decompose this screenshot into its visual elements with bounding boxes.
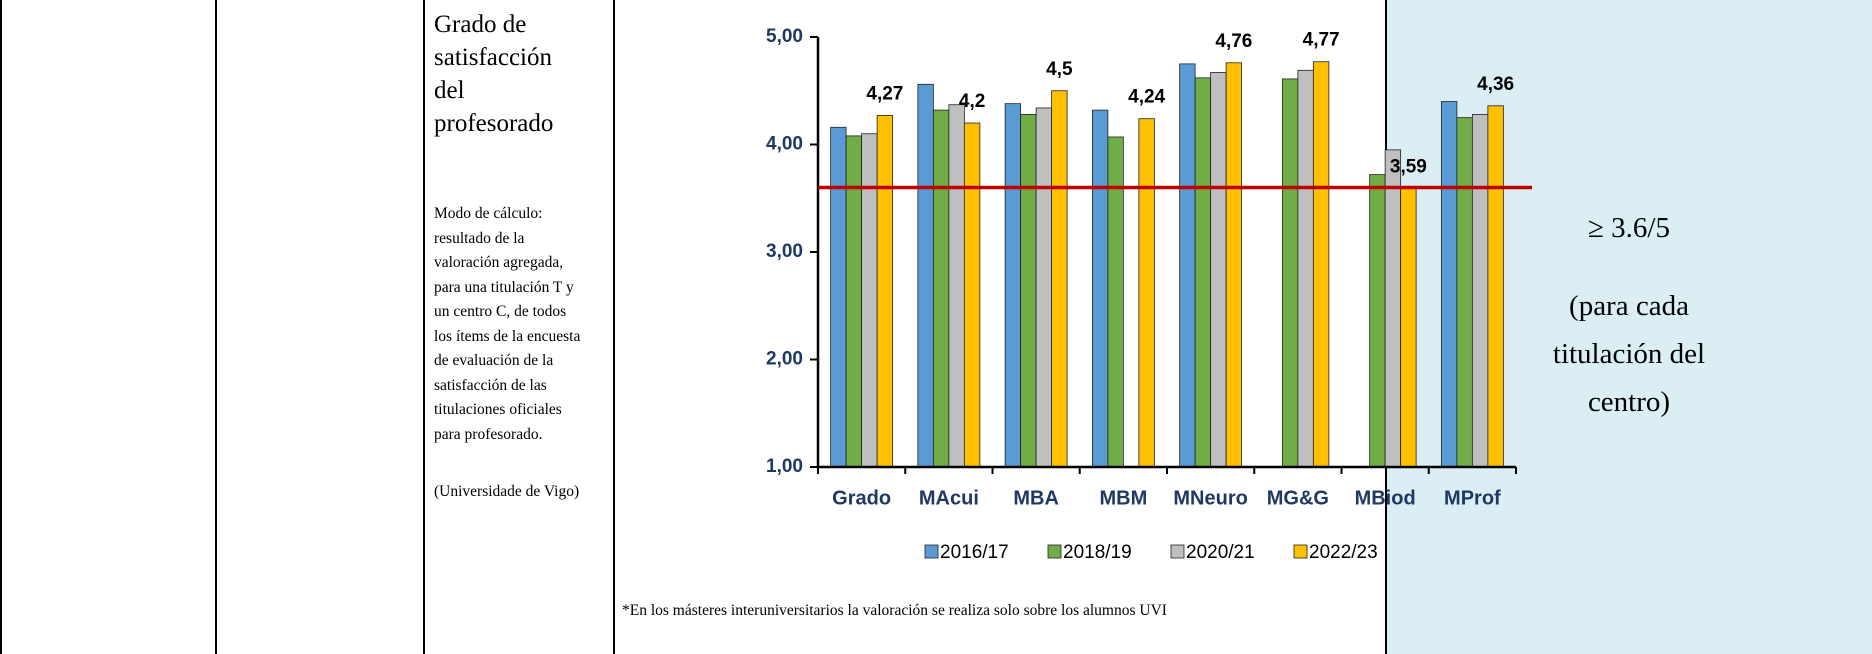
bar <box>949 105 965 467</box>
bar <box>1457 118 1473 467</box>
y-tick-label: 4,00 <box>766 134 803 155</box>
data-label: 4,2 <box>959 91 985 112</box>
bar <box>964 123 980 467</box>
x-tick-label: MAcui <box>919 487 979 509</box>
bar <box>1211 72 1227 467</box>
bar <box>1488 106 1504 467</box>
legend-label: 2020/21 <box>1186 542 1255 563</box>
x-tick-label: MBA <box>1013 487 1059 509</box>
x-tick-label: MG&G <box>1267 487 1329 509</box>
bar <box>1298 70 1314 467</box>
data-label: 3,59 <box>1390 157 1427 178</box>
bar <box>1401 189 1417 467</box>
bar <box>1441 102 1457 468</box>
bar <box>1226 63 1242 467</box>
bar <box>1036 108 1052 467</box>
y-tick-label: 5,00 <box>766 26 803 47</box>
legend-label: 2022/23 <box>1309 542 1378 563</box>
bar <box>1052 91 1068 467</box>
x-tick-label: Grado <box>832 487 891 509</box>
legend-swatch <box>925 545 938 558</box>
chart: 1,00 2,00 3,00 4,00 5,00 Grado 4,27 MAcui 4,2 MBA… <box>0 0 1872 654</box>
bar <box>1005 104 1021 467</box>
x-tick-label: MProf <box>1444 487 1501 509</box>
data-label: 4,5 <box>1046 59 1073 80</box>
bar <box>918 84 934 467</box>
data-label: 4,24 <box>1128 87 1165 108</box>
page: ≥ 3.6/5 (para cada titulación del centro… <box>0 0 1872 654</box>
bar <box>1139 119 1155 467</box>
bar <box>1472 114 1488 467</box>
bar <box>831 127 847 467</box>
bar <box>877 115 893 467</box>
legend-swatch <box>1294 545 1307 558</box>
legend-swatch <box>1171 545 1184 558</box>
legend-label: 2016/17 <box>940 542 1009 563</box>
bar <box>1282 79 1298 467</box>
y-tick-label: 3,00 <box>766 241 803 262</box>
data-label: 4,76 <box>1215 31 1252 52</box>
legend-label: 2018/19 <box>1063 542 1132 563</box>
data-label: 4,27 <box>866 83 903 104</box>
x-tick-label: MBM <box>1099 487 1147 509</box>
bar <box>1385 150 1401 467</box>
bar <box>862 134 878 467</box>
x-tick-label: MBiod <box>1355 487 1416 509</box>
bar <box>933 110 949 467</box>
bar <box>1370 175 1386 467</box>
bar <box>1021 114 1037 467</box>
bar <box>1195 78 1211 467</box>
data-label: 4,36 <box>1477 74 1514 95</box>
bar <box>1092 110 1108 467</box>
legend-swatch <box>1048 545 1061 558</box>
x-tick-label: MNeuro <box>1173 487 1247 509</box>
bar <box>1180 64 1196 467</box>
y-tick-label: 2,00 <box>766 349 803 370</box>
data-label: 4,77 <box>1303 30 1340 51</box>
y-tick-label: 1,00 <box>766 456 803 477</box>
bar <box>1313 62 1329 467</box>
bar <box>846 136 862 467</box>
